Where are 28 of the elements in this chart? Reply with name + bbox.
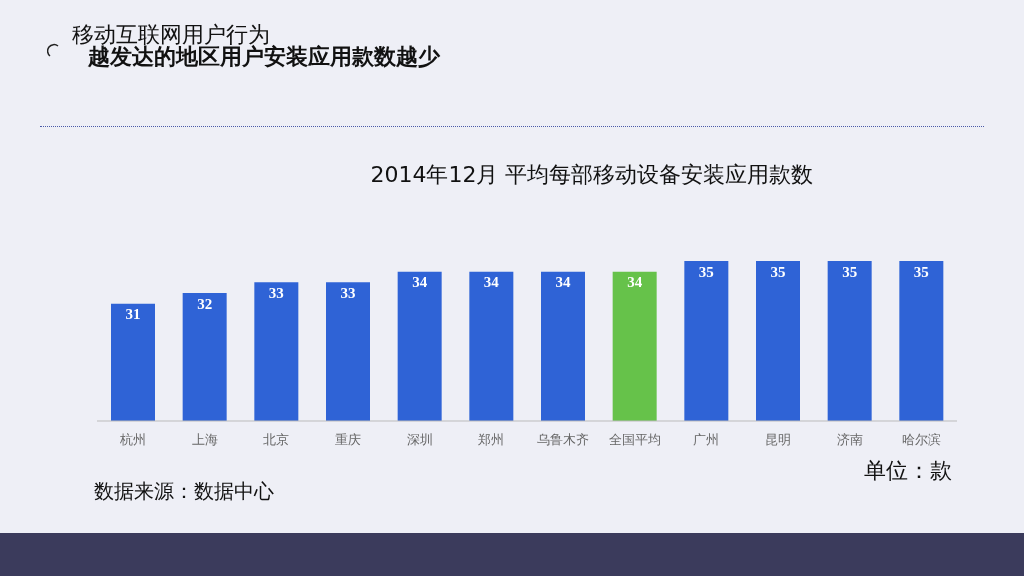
x-tick-label: 北京 [263,432,290,448]
x-tick-label: 杭州 [118,432,146,448]
x-tick-label: 哈尔滨 [901,432,941,448]
text: 越发达的地区用户安装应用款数越少 [88,44,440,71]
data-label: 33 [268,284,284,301]
x-tick-label: 济南 [836,432,863,448]
data-label: 35 [913,263,929,280]
source-note: 数据来源：数据中心 [94,478,274,505]
x-tick-label: 郑州 [478,432,505,448]
data-label: 34 [412,274,428,291]
text: 单位：款 [864,457,952,485]
x-tick-label: 广州 [693,432,720,448]
x-tick-label: 乌鲁木齐 [536,432,589,448]
x-tick-label: 重庆 [334,432,361,448]
x-tick-label: 昆明 [764,432,791,448]
data-label: 35 [770,263,786,280]
data-label: 34 [555,274,571,291]
data-label: 33 [340,284,356,301]
data-label: 32 [197,295,213,312]
data-label: 31 [125,306,141,323]
x-tick-label: 深圳 [406,432,433,448]
data-label: 35 [698,263,714,280]
x-tick-label: 全国平均 [608,432,661,448]
data-label: 35 [842,263,858,280]
x-tick-label: 上海 [191,432,218,448]
data-label: 34 [483,274,500,291]
data-label: 34 [627,274,643,291]
chart-title: 2014年12月 平均每部移动设备安装应用款数 [369,161,815,189]
